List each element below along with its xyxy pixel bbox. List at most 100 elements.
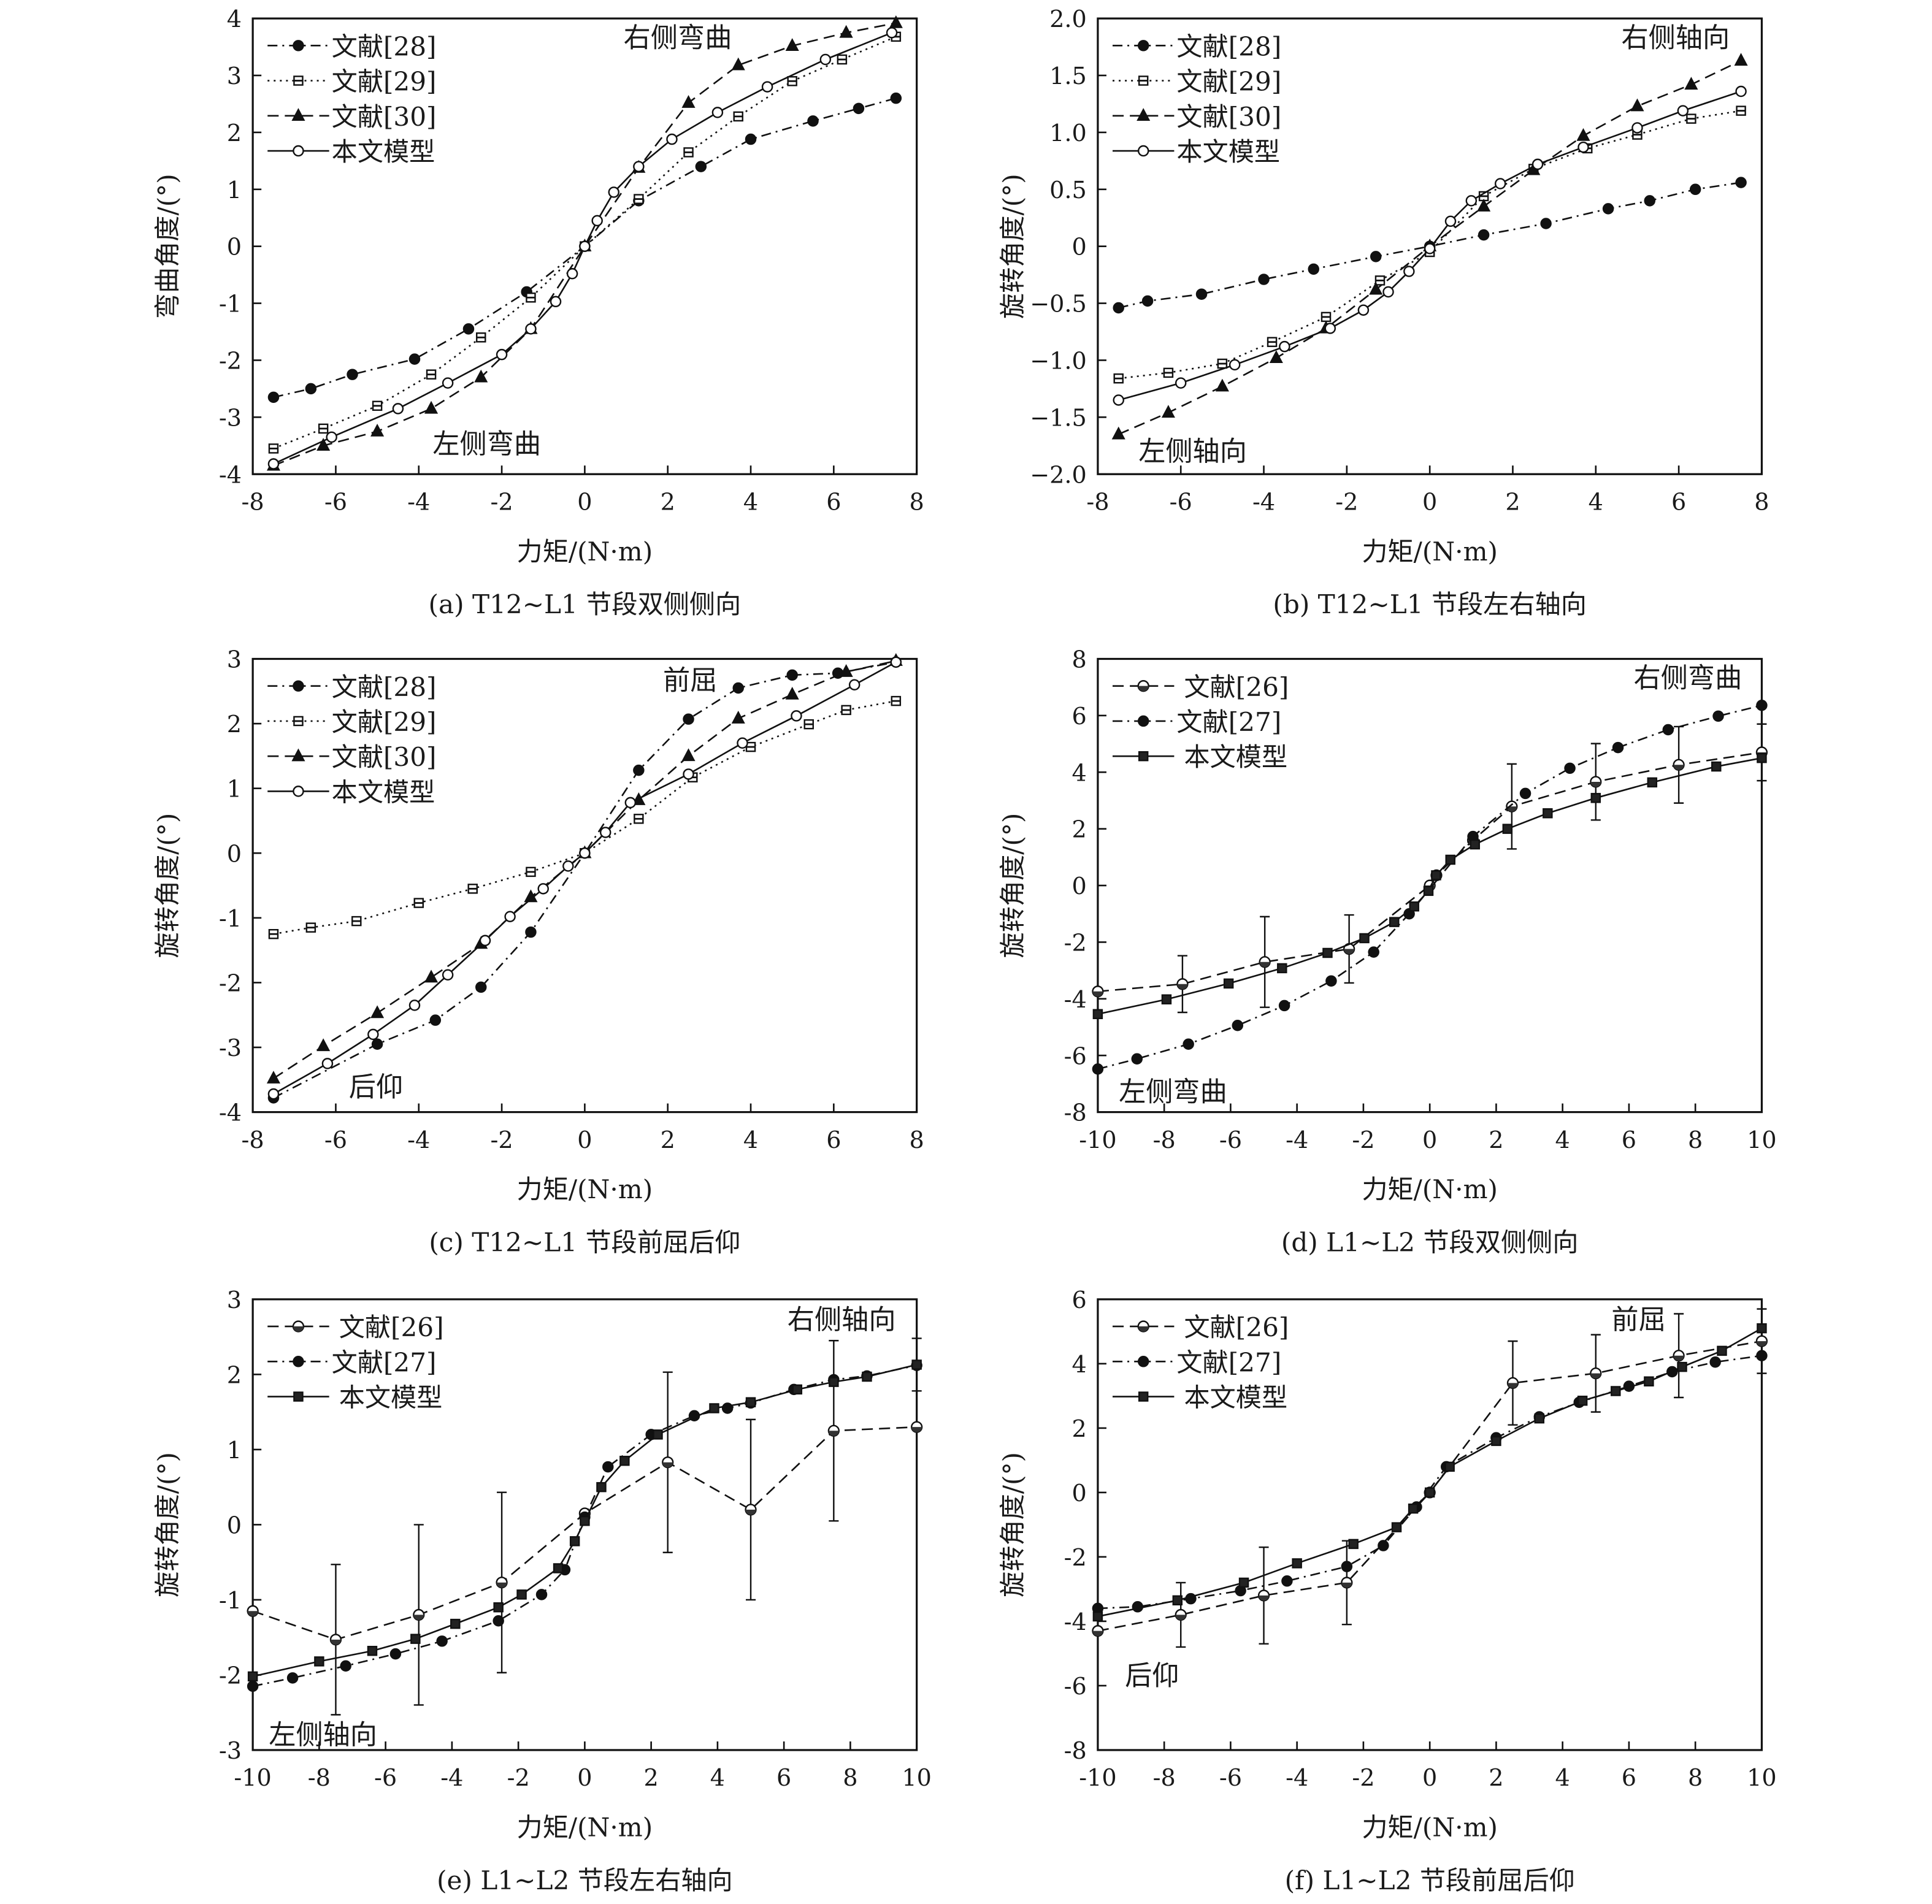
data-point — [1278, 1000, 1290, 1012]
data-point — [305, 383, 317, 395]
x-axis-label: 力矩/(N·m) — [1362, 1813, 1498, 1843]
legend-label: 文献[27] — [1176, 1347, 1281, 1377]
data-point — [1602, 203, 1614, 215]
region-annotation: 左侧轴向 — [269, 1719, 377, 1751]
data-point — [442, 969, 454, 981]
data-point — [911, 1359, 922, 1370]
y-tick-label: −1.5 — [1030, 404, 1087, 431]
data-point — [1232, 1020, 1244, 1031]
data-point — [1757, 752, 1767, 763]
x-tick-label: 8 — [1688, 1126, 1703, 1153]
y-tick-label: 0 — [227, 840, 242, 867]
y-tick-label: 1 — [227, 1437, 242, 1464]
legend-entry: 文献[26] — [267, 1312, 444, 1342]
y-tick-label: 0 — [227, 234, 242, 261]
x-tick-label: -10 — [234, 1764, 271, 1791]
x-tick-label: 6 — [826, 488, 841, 515]
data-point — [537, 883, 549, 895]
data-point — [408, 1000, 421, 1011]
data-point — [493, 1602, 504, 1613]
x-tick-label: 2 — [1505, 488, 1520, 515]
legend-marker — [291, 108, 305, 121]
subplot-caption: (c) T12~L1 节段前屈后仰 — [429, 1228, 740, 1258]
y-tick-label: 0 — [1072, 1480, 1087, 1507]
legend-label: 本文模型 — [332, 777, 435, 807]
y-tick-label: 3 — [227, 63, 242, 90]
data-point — [1709, 1356, 1721, 1368]
data-point — [496, 348, 508, 361]
legend-entry: 文献[28] — [267, 31, 437, 61]
x-tick-label: -4 — [1252, 488, 1275, 515]
legend-entry: 本文模型 — [267, 777, 435, 807]
data-point — [1689, 183, 1701, 196]
series-2 — [1092, 1323, 1767, 1622]
legend-entry: 文献[29] — [267, 67, 437, 97]
data-point — [889, 15, 903, 28]
data-point — [1677, 105, 1689, 117]
data-point — [853, 102, 865, 115]
y-axis-label: 旋转角度/(°) — [997, 1452, 1027, 1597]
x-tick-label: 6 — [826, 1126, 841, 1153]
legend-entry: 本文模型 — [267, 137, 435, 167]
region-annotation: 右侧轴向 — [788, 1304, 896, 1336]
region-annotation: 左侧弯曲 — [432, 429, 541, 460]
x-tick-label: 2 — [1489, 1764, 1503, 1791]
y-tick-label: 0 — [1072, 234, 1087, 261]
legend-marker — [1137, 40, 1149, 52]
data-point — [1325, 975, 1337, 987]
x-tick-label: -6 — [324, 1126, 347, 1153]
data-point — [1734, 53, 1748, 66]
data-point — [1612, 741, 1624, 754]
x-tick-label: 4 — [710, 1764, 725, 1791]
data-point — [792, 1384, 803, 1395]
region-annotation: 前屈 — [1611, 1304, 1665, 1336]
x-tick-label: -4 — [407, 1126, 430, 1153]
data-point — [619, 1456, 630, 1466]
legend-marker — [293, 1391, 304, 1402]
data-point — [1494, 178, 1506, 189]
x-tick-label: 2 — [661, 488, 675, 515]
data-point — [1369, 281, 1383, 295]
subplot-a: -8 -6 -4 -2 0 2 4 6 8 -4 -3 -2 -1 0 1 2 3 4 力矩/(N·m) 弯曲角度/(… — [153, 6, 924, 619]
y-tick-label: 0 — [1072, 873, 1087, 900]
data-point — [1756, 1350, 1768, 1361]
data-point — [1644, 195, 1655, 207]
y-tick-label: -1 — [219, 905, 242, 932]
data-point — [579, 240, 591, 252]
y-tick-label: 3 — [227, 646, 242, 673]
series-0 — [1092, 1308, 1768, 1648]
y-tick-label: -8 — [1064, 1737, 1087, 1764]
x-tick-label: -6 — [1219, 1126, 1242, 1153]
data-point — [367, 1028, 379, 1041]
legend-label: 文献[26] — [339, 1312, 444, 1342]
data-point — [1577, 141, 1589, 153]
x-tick-label: -8 — [242, 1126, 264, 1153]
data-point — [890, 92, 902, 104]
legend-entry: 本文模型 — [1113, 742, 1287, 772]
data-point — [475, 981, 487, 993]
data-point — [785, 686, 799, 700]
data-point — [807, 115, 819, 127]
data-point — [247, 1680, 259, 1692]
data-point — [1378, 1540, 1389, 1551]
legend-entry: 文献[27] — [267, 1347, 437, 1377]
data-point — [1470, 839, 1481, 850]
data-point — [608, 186, 619, 198]
data-point — [745, 133, 757, 145]
x-tick-label: -2 — [491, 488, 513, 515]
region-annotation: 右侧弯曲 — [1634, 663, 1742, 694]
data-point — [591, 215, 603, 227]
data-point — [1711, 761, 1722, 772]
y-tick-label: 3 — [227, 1287, 242, 1313]
data-point — [389, 1648, 402, 1660]
data-point — [1359, 933, 1370, 944]
data-point — [711, 107, 724, 118]
data-point — [1238, 1577, 1249, 1588]
x-tick-label: 6 — [1671, 488, 1686, 515]
data-point — [791, 710, 802, 722]
y-tick-label: -6 — [1064, 1042, 1087, 1069]
legend-label: 文献[29] — [1176, 67, 1281, 97]
data-point — [1279, 340, 1290, 353]
data-point — [474, 369, 488, 383]
legend-label: 文献[29] — [332, 707, 437, 737]
